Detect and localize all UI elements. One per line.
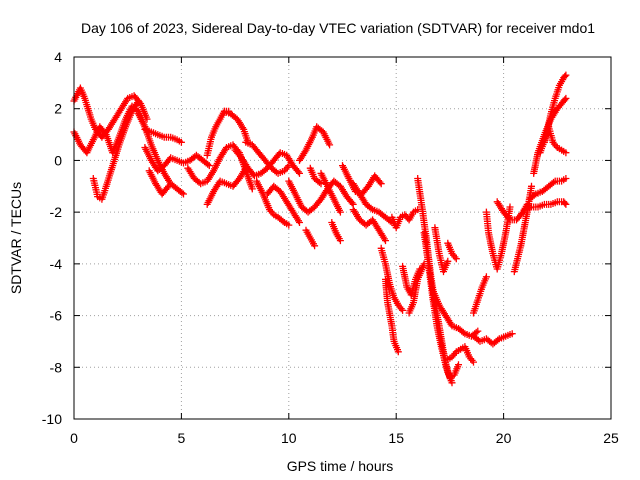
data-track xyxy=(510,182,535,276)
y-tick-label: 4 xyxy=(54,49,62,65)
data-track xyxy=(420,229,462,382)
y-tick-label: -6 xyxy=(50,308,63,324)
data-track xyxy=(525,175,570,203)
plus-markers xyxy=(285,177,357,216)
plus-markers xyxy=(145,167,172,198)
plus-markers xyxy=(470,330,516,348)
plus-markers xyxy=(328,219,344,245)
plus-markers xyxy=(377,244,407,314)
data-track xyxy=(141,125,185,146)
plus-markers xyxy=(540,123,570,157)
data-track xyxy=(521,198,570,214)
plus-markers xyxy=(89,97,142,203)
data-track xyxy=(405,260,428,317)
data-track xyxy=(285,177,357,216)
plus-markers xyxy=(242,138,293,177)
plus-markers xyxy=(525,175,570,203)
x-axis-label: GPS time / hours xyxy=(287,458,394,474)
plus-markers xyxy=(141,125,185,146)
plus-markers xyxy=(220,107,252,146)
data-track xyxy=(431,224,452,276)
data-track xyxy=(306,164,325,188)
data-track xyxy=(317,169,344,216)
y-tick-label: 0 xyxy=(54,152,62,168)
plus-markers xyxy=(253,177,293,229)
data-track xyxy=(203,107,233,159)
plus-markers xyxy=(317,169,344,216)
data-track xyxy=(141,144,213,175)
plus-markers xyxy=(444,343,477,366)
data-track xyxy=(296,123,334,164)
plus-markers xyxy=(349,180,396,226)
data-track xyxy=(263,182,303,226)
data-markers xyxy=(70,71,570,387)
x-tick-label: 25 xyxy=(603,430,619,446)
x-tick-label: 5 xyxy=(178,430,186,446)
y-tick-label: -4 xyxy=(50,256,63,272)
x-tick-label: 10 xyxy=(281,430,297,446)
x-tick-label: 15 xyxy=(388,430,404,446)
plus-markers xyxy=(382,275,402,356)
plus-markers xyxy=(420,229,462,382)
data-track xyxy=(470,273,490,317)
plus-markers xyxy=(141,144,213,175)
data-track xyxy=(349,180,396,226)
chart-title: Day 106 of 2023, Sidereal Day-to-day VTE… xyxy=(81,20,595,36)
data-track xyxy=(145,167,172,198)
data-track xyxy=(470,330,516,348)
y-axis-label: SDTVAR / TECUs xyxy=(8,182,24,294)
plot-frame xyxy=(73,56,612,420)
data-track xyxy=(388,206,422,232)
plus-markers xyxy=(203,164,250,208)
y-tick-label: -8 xyxy=(50,359,63,375)
y-tick-label: -2 xyxy=(50,204,63,220)
x-tick-label: 0 xyxy=(70,430,78,446)
data-track xyxy=(540,123,570,157)
data-track xyxy=(134,110,187,198)
data-track xyxy=(253,177,293,229)
data-track xyxy=(220,107,252,146)
y-tick-label: 2 xyxy=(54,101,62,117)
plus-markers xyxy=(263,182,303,226)
x-tick-label: 20 xyxy=(496,430,512,446)
plus-markers xyxy=(405,260,428,317)
data-track xyxy=(89,97,142,203)
plus-markers xyxy=(521,198,570,214)
data-track xyxy=(203,164,250,208)
data-track xyxy=(302,226,319,250)
plus-markers xyxy=(510,182,535,276)
plus-markers xyxy=(482,203,514,273)
plus-markers xyxy=(431,224,452,276)
plus-markers xyxy=(470,273,490,317)
plus-markers xyxy=(302,226,319,250)
y-tick-label: -10 xyxy=(42,411,62,427)
data-track xyxy=(444,343,477,366)
data-track xyxy=(414,175,456,387)
data-track xyxy=(377,244,407,314)
plus-markers xyxy=(444,239,460,263)
plus-markers xyxy=(414,175,456,387)
data-track xyxy=(482,203,514,273)
plus-markers xyxy=(306,164,325,188)
plus-markers xyxy=(388,206,422,232)
data-track xyxy=(382,275,402,356)
plus-markers xyxy=(134,110,187,198)
data-track xyxy=(328,219,344,245)
plus-markers xyxy=(296,123,334,164)
data-track xyxy=(444,239,460,263)
data-track xyxy=(242,138,293,177)
plus-markers xyxy=(349,206,389,245)
plus-markers xyxy=(203,107,233,159)
data-track xyxy=(349,206,389,245)
